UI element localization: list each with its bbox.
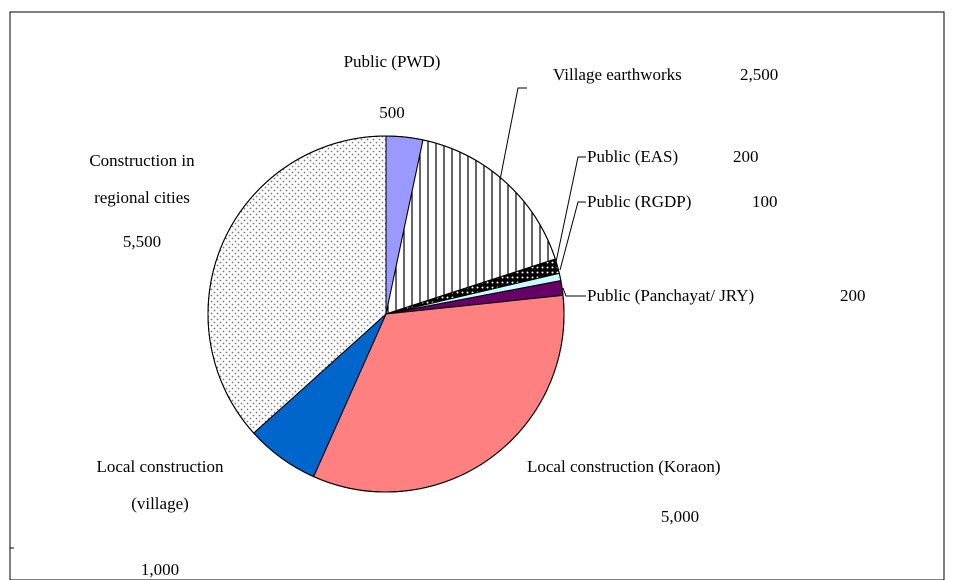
- leader-line: [559, 201, 586, 271]
- leader-line: [499, 87, 527, 181]
- slice-value: 100: [752, 192, 778, 211]
- slice-value: 5,000: [660, 507, 700, 526]
- slice-label: Village earthworks: [553, 65, 682, 84]
- slice-value: 1,000: [140, 560, 180, 579]
- pie-outline: [207, 135, 565, 493]
- slice-label: Public (PWD): [343, 52, 441, 71]
- slice-value: 200: [840, 286, 866, 305]
- slice-value: 200: [733, 147, 759, 166]
- slice-label: Construction in regional cities: [89, 151, 195, 207]
- slice-label: Public (EAS): [587, 147, 679, 166]
- slice-label: Public (Panchayat/ JRY): [587, 286, 755, 305]
- leader-line: [562, 287, 586, 297]
- slice-value: 500: [379, 103, 405, 122]
- slice-label: Local construction (Koraon): [527, 457, 721, 476]
- leader-line: [555, 156, 586, 263]
- chart-frame: [9, 11, 945, 580]
- slice-value: 5,500: [122, 232, 162, 251]
- slice-value: 2,500: [740, 65, 779, 84]
- slice-label: Public (RGDP): [587, 192, 692, 211]
- slice-label: Local construction (village): [96, 457, 224, 513]
